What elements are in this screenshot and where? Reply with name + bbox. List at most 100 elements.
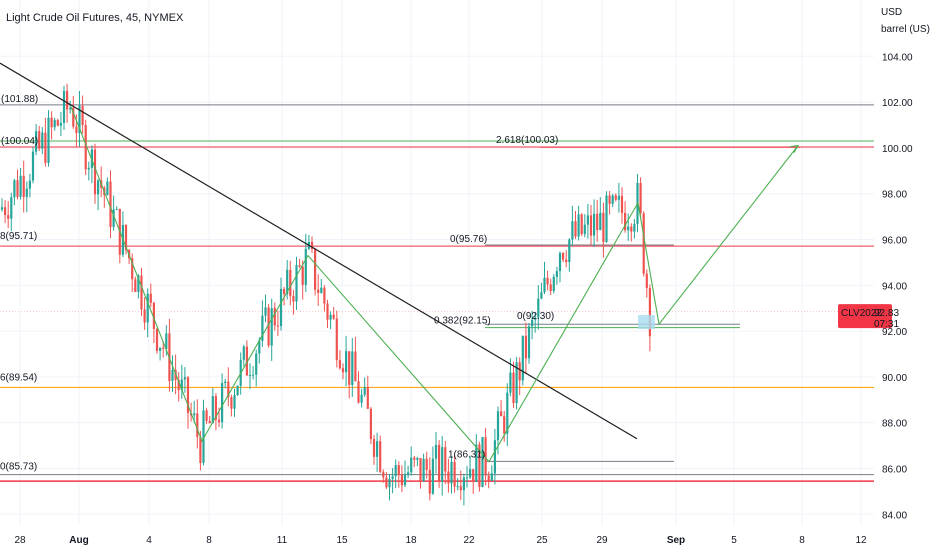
candle-body <box>106 181 109 196</box>
candle-body <box>639 182 642 214</box>
candle-body <box>493 440 496 474</box>
candle-body <box>115 208 118 210</box>
level-label: 0.382(92.15) <box>434 316 491 327</box>
candle-body <box>534 317 537 320</box>
candle-body <box>248 374 252 376</box>
candle-body <box>208 420 211 424</box>
candle-body <box>38 131 41 149</box>
candle-body <box>565 259 568 263</box>
candle-body <box>0 207 4 210</box>
candle-body <box>341 368 345 373</box>
candle-body <box>137 275 140 293</box>
time-tick-label: Sep <box>667 535 685 546</box>
time-tick-label: 18 <box>405 535 417 546</box>
candle-body <box>16 180 19 197</box>
candle-body <box>47 117 50 163</box>
candle-body <box>245 346 248 376</box>
candle-body <box>599 212 602 231</box>
candle-body <box>416 457 419 460</box>
candle-body <box>630 226 633 232</box>
candle-body <box>255 353 258 375</box>
candle-body <box>81 105 84 125</box>
grid <box>0 0 874 525</box>
candle-body <box>487 475 490 481</box>
candle-body <box>614 195 617 200</box>
time-tick-label: 5 <box>731 535 737 546</box>
candle-body <box>549 284 552 292</box>
candle-body <box>292 296 295 302</box>
candle-body <box>589 215 593 236</box>
candle-body <box>503 416 506 434</box>
candle-body <box>146 293 149 323</box>
candle-body <box>193 413 196 416</box>
candle-body <box>363 387 366 395</box>
level-label: 1(86.31) <box>448 449 485 460</box>
candle-body <box>441 447 444 482</box>
candle-body <box>295 265 298 302</box>
price-tick-label: 86.00 <box>882 465 907 476</box>
candle-body <box>425 458 428 470</box>
price-axis[interactable]: 84.00 86.00 88.00 90.00 92.00 94.00 96.00 98.00… <box>882 52 913 521</box>
candle-body <box>69 107 72 110</box>
candle-body <box>428 469 431 494</box>
candle-body <box>394 465 397 477</box>
candle-body <box>627 226 630 231</box>
candle-body <box>500 411 503 417</box>
candle-body <box>329 314 332 320</box>
candle-body <box>624 212 627 231</box>
candle-body <box>28 180 31 189</box>
candle-body <box>478 444 481 487</box>
level-label: 0(92.30) <box>517 311 554 322</box>
candle-body <box>140 275 143 310</box>
candle-body <box>202 410 205 463</box>
candle-body <box>515 362 518 404</box>
candle-body <box>286 269 289 295</box>
candle-body <box>224 381 227 383</box>
candle-body <box>555 271 558 277</box>
descending-trendline <box>0 62 638 440</box>
candle-body <box>155 328 159 351</box>
candle-body <box>78 105 81 133</box>
candle-body <box>571 221 574 240</box>
entry-highlight-box <box>638 315 655 330</box>
candle-body <box>199 436 202 463</box>
price-tick-label: 84.00 <box>882 510 907 521</box>
candle-body <box>580 214 583 235</box>
candle-body <box>434 444 438 459</box>
candle-body <box>462 477 465 491</box>
harmonic-pattern-path <box>70 106 799 463</box>
time-axis[interactable]: 28 Aug 4 8 11 15 18 22 25 29 Sep 5 8 12 <box>14 535 867 546</box>
candle-body <box>326 303 329 320</box>
candle-body <box>611 195 614 204</box>
candle-body <box>366 387 369 409</box>
level-labels: (101.88) (100.04) 2.618(100.03) 8(95.71) 0(9… <box>0 94 558 473</box>
candle-body <box>540 292 543 299</box>
candle-body <box>298 265 301 267</box>
candle-body <box>413 457 416 460</box>
candle-body <box>283 289 286 295</box>
candle-body <box>289 269 292 297</box>
price-tick-label: 100.00 <box>882 144 913 155</box>
candle-body <box>506 392 509 434</box>
candle-body <box>444 447 447 472</box>
candle-body <box>469 469 472 478</box>
candle-body <box>568 239 571 263</box>
candle-body <box>496 411 500 441</box>
candle-body <box>648 288 651 337</box>
candle-body <box>13 180 16 198</box>
candle-body <box>543 277 546 293</box>
candle-body <box>267 307 270 346</box>
candle-body <box>279 289 283 327</box>
candle-body <box>75 126 78 133</box>
time-tick-label: Aug <box>69 535 88 546</box>
candle-body <box>422 458 425 482</box>
price-tick-label: 88.00 <box>882 419 907 430</box>
candle-body <box>165 333 168 349</box>
price-tag-value: 92.83 <box>874 308 899 319</box>
candle-body <box>385 477 388 488</box>
candle-body <box>217 419 221 423</box>
candle-body <box>357 381 360 403</box>
candle-body <box>230 397 233 409</box>
candle-body <box>379 441 382 472</box>
